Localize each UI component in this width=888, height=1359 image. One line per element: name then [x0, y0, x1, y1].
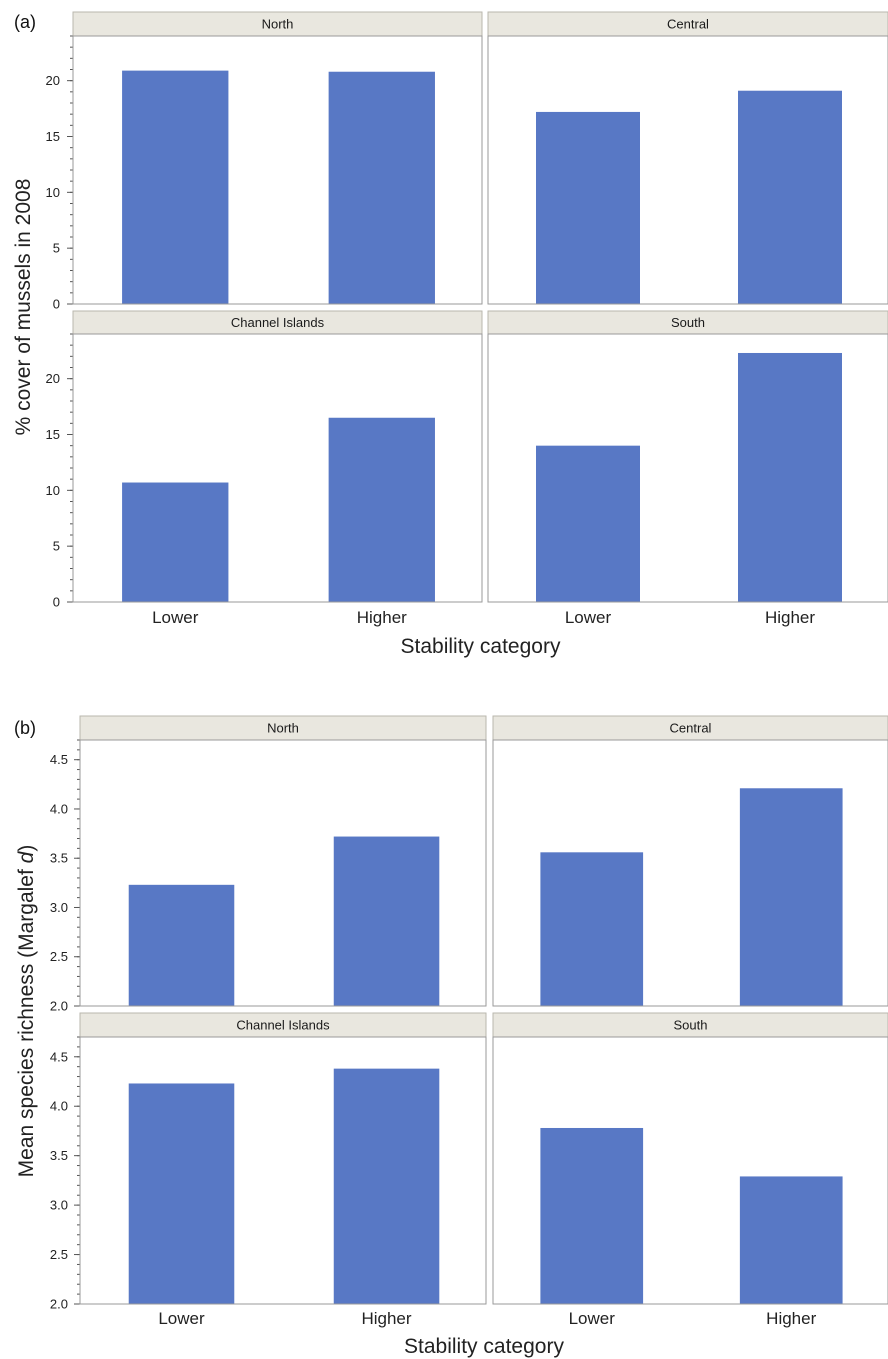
- y-tick-label: 2.0: [50, 999, 68, 1014]
- bar: [122, 482, 229, 602]
- x-axis-title: Stability category: [404, 1335, 564, 1358]
- facet-strip: [492, 1012, 888, 1038]
- y-tick-label: 4.5: [50, 1049, 68, 1064]
- plot-frame: [492, 739, 888, 1007]
- facet-label: Channel Islands: [231, 315, 325, 330]
- facet-strip: [492, 715, 888, 741]
- facet-strip: [79, 715, 487, 741]
- bar: [128, 884, 235, 1006]
- y-tick-label: 15: [46, 129, 60, 144]
- bar: [540, 1127, 644, 1304]
- plot-frame: [79, 739, 487, 1007]
- x-category-label: Lower: [565, 608, 612, 627]
- y-tick-label: 0: [53, 297, 60, 312]
- y-tick-label: 3.0: [50, 900, 68, 915]
- x-category-label: Higher: [765, 608, 815, 627]
- bar: [536, 445, 640, 602]
- plot-frame: [492, 1036, 888, 1305]
- panel-tag: (b): [14, 718, 36, 738]
- x-category-label: Lower: [569, 1309, 616, 1328]
- bar: [739, 1176, 843, 1304]
- y-tick-label: 4.5: [50, 752, 68, 767]
- y-tick-label: 20: [46, 73, 60, 88]
- y-axis-title-italic: d: [15, 850, 38, 863]
- facet-label: South: [671, 315, 705, 330]
- x-category-label: Lower: [152, 608, 199, 627]
- x-category-label: Lower: [158, 1309, 205, 1328]
- y-tick-label: 20: [46, 371, 60, 386]
- plot-frame: [72, 35, 483, 305]
- y-tick-label: 2.5: [50, 1247, 68, 1262]
- plot-frame: [487, 35, 888, 305]
- bar: [333, 836, 440, 1006]
- bar: [738, 352, 842, 602]
- x-axis-title: Stability category: [401, 635, 561, 658]
- facet-label: Central: [670, 721, 712, 736]
- bar: [333, 1068, 440, 1304]
- y-tick-label: 4.0: [50, 801, 68, 816]
- facet-label: South: [674, 1018, 708, 1033]
- plot-frame: [487, 333, 888, 603]
- y-tick-label: 3.5: [50, 1148, 68, 1163]
- facet-strip: [72, 11, 483, 37]
- y-tick-label: 0: [53, 595, 60, 610]
- bar: [536, 111, 640, 304]
- bar: [739, 788, 843, 1006]
- x-category-label: Higher: [357, 608, 407, 627]
- plot-frame: [72, 333, 483, 603]
- y-tick-label: 15: [46, 427, 60, 442]
- plot-frame: [79, 1036, 487, 1305]
- chart-a: (a) 0 5 10 15 20 North Central 0 5 10 15 20 Channel I…: [12, 11, 888, 658]
- x-category-label: Higher: [766, 1309, 816, 1328]
- y-tick-label: 5: [53, 241, 60, 256]
- y-axis-title-close: ): [15, 845, 38, 852]
- y-axis-title: Mean species richness (Margalef d): [15, 845, 38, 1178]
- facet-label: Central: [667, 17, 709, 32]
- bar: [328, 417, 435, 602]
- y-axis-title-main: Mean species richness (Margalef: [15, 863, 38, 1177]
- y-axis-title: % cover of mussels in 2008: [12, 179, 35, 436]
- y-tick-label: 2.5: [50, 949, 68, 964]
- bar: [122, 70, 229, 304]
- y-tick-label: 5: [53, 539, 60, 554]
- facet-label: North: [262, 17, 294, 32]
- y-tick-label: 4.0: [50, 1099, 68, 1114]
- y-tick-label: 10: [46, 185, 60, 200]
- facet-label: Channel Islands: [236, 1018, 330, 1033]
- x-category-label: Higher: [361, 1309, 411, 1328]
- bar: [328, 71, 435, 304]
- y-tick-label: 2.0: [50, 1297, 68, 1312]
- y-tick-label: 3.5: [50, 851, 68, 866]
- y-tick-label: 3.0: [50, 1198, 68, 1213]
- chart-b: (b) 2.0 2.5 3.0 3.5 4.0 4.5 North Central 2.0 2.5 3…: [14, 715, 888, 1358]
- panel-tag: (a): [14, 12, 36, 32]
- bar: [540, 852, 644, 1006]
- y-tick-label: 10: [46, 483, 60, 498]
- facet-strip: [487, 11, 888, 37]
- bar: [738, 90, 842, 304]
- facet-label: North: [267, 721, 299, 736]
- bar: [128, 1083, 235, 1304]
